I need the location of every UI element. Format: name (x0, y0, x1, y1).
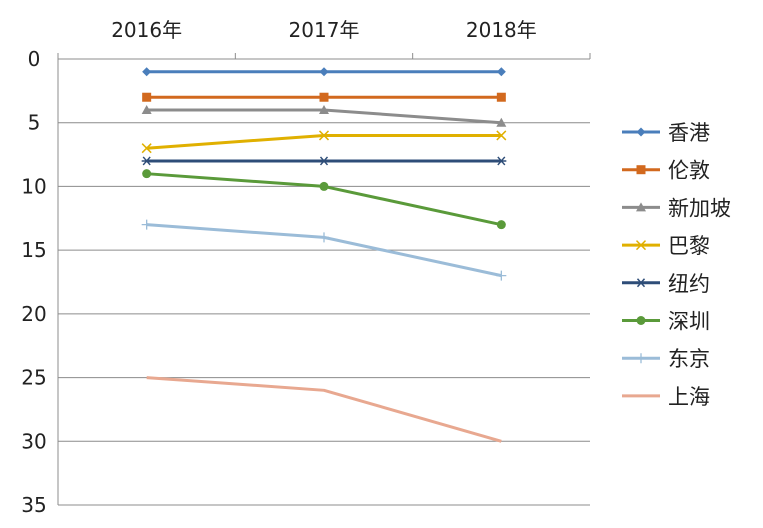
x-tick-label: 2018年 (466, 18, 537, 42)
series-3 (141, 104, 507, 127)
y-tick-label: 30 (21, 429, 46, 453)
star-marker (496, 156, 507, 166)
square-marker (319, 92, 329, 102)
plus-marker (319, 232, 329, 243)
legend-label: 纽约 (668, 272, 710, 296)
legend-item: 新加坡 (622, 196, 731, 220)
x-marker (318, 130, 330, 141)
series-line (146, 172, 502, 227)
y-tick-label: 10 (21, 174, 46, 198)
legend-label: 新加坡 (668, 196, 731, 220)
legend-item: 深圳 (622, 310, 710, 334)
series-6 (142, 169, 506, 230)
y-tick-label: 0 (28, 47, 41, 71)
triangle-marker (319, 104, 329, 114)
legend-label: 巴黎 (668, 234, 710, 258)
legend-item: 香港 (622, 121, 710, 145)
legend-item: 伦敦 (622, 159, 710, 183)
y-tick-label: 35 (21, 493, 46, 517)
legend-label: 伦敦 (668, 159, 710, 183)
series-8 (146, 376, 502, 443)
square-marker (496, 92, 506, 102)
series-line (146, 133, 502, 150)
diamond-marker (319, 67, 329, 77)
series-4 (141, 130, 507, 154)
legend-label: 深圳 (668, 310, 710, 334)
x-marker (635, 240, 647, 251)
series-5 (141, 156, 507, 166)
series-line (146, 376, 502, 443)
triangle-marker (496, 117, 507, 127)
diamond-marker (496, 67, 506, 77)
star-marker (636, 278, 646, 288)
star-marker (319, 156, 329, 166)
circle-marker (496, 220, 506, 230)
plus-marker (141, 219, 152, 230)
y-axis-tick-labels: 0 5 10 15 20 25 30 35 (21, 47, 46, 517)
star-marker (141, 156, 152, 166)
x-axis-tick-labels: 2016年 2017年 2018年 (111, 18, 537, 42)
x-marker (496, 130, 507, 141)
diamond-marker (636, 127, 646, 137)
legend-label: 上海 (668, 385, 710, 409)
x-tick-label: 2017年 (289, 18, 360, 42)
legend-item: 上海 (622, 385, 710, 409)
triangle-marker (636, 202, 646, 212)
y-tick-label: 20 (21, 302, 46, 326)
square-marker (636, 165, 646, 175)
legend-label: 香港 (668, 121, 710, 145)
circle-marker (142, 169, 152, 179)
series-7 (141, 219, 507, 281)
y-tick-label: 25 (21, 366, 46, 390)
legend-item: 纽约 (622, 272, 710, 296)
square-marker (142, 92, 152, 102)
plus-marker (496, 270, 507, 281)
y-tick-label: 5 (28, 111, 41, 135)
circle-marker (636, 316, 646, 325)
y-tick-label: 15 (21, 238, 46, 262)
circle-marker (319, 181, 329, 191)
series-1 (142, 67, 506, 77)
diamond-marker (142, 67, 152, 77)
legend-item: 巴黎 (622, 234, 710, 258)
gridlines (57, 53, 591, 506)
x-tick-label: 2016年 (111, 18, 182, 42)
series-2 (142, 92, 506, 102)
legend-label: 东京 (668, 347, 710, 371)
x-marker (141, 143, 152, 154)
plus-marker (636, 353, 646, 364)
series-lines (141, 67, 507, 443)
legend-item: 东京 (622, 347, 710, 371)
triangle-marker (141, 104, 152, 114)
